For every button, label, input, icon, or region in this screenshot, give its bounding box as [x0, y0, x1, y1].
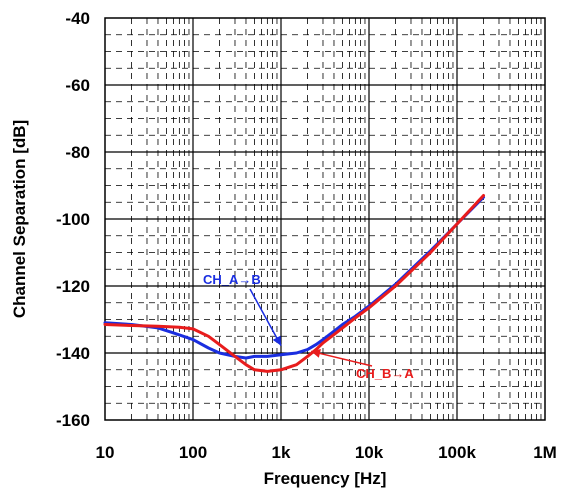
- y-tick-label: -160: [56, 411, 90, 430]
- y-tick-label: -100: [56, 210, 90, 229]
- annotation-ch-a-to-b: CH_A→B: [203, 272, 261, 287]
- y-tick-label: -60: [65, 76, 90, 95]
- annotation-ch-b-to-a-arrow-shaft: [310, 350, 373, 367]
- x-tick-label: 10: [96, 443, 115, 462]
- x-tick-label: 100: [179, 443, 207, 462]
- x-tick-label: 1M: [533, 443, 557, 462]
- tick-labels: 10 100 1k 10k 100k 1M -40 -60 -80 -100 -120 -140 -16…: [56, 9, 557, 462]
- x-tick-label: 10k: [355, 443, 384, 462]
- y-tick-label: -40: [65, 9, 90, 28]
- annotation-ch-a-to-b-arrow-head: [272, 335, 281, 346]
- plot-frame: [104, 17, 546, 421]
- annotations: CH_A→B CH_B→A: [203, 272, 414, 381]
- y-tick-label: -80: [65, 143, 90, 162]
- series-line-ch-a-to-b: [103, 195, 485, 360]
- annotation-ch-b-to-a: CH_B→A: [356, 366, 414, 381]
- series-line-ch-b-to-a: [103, 194, 485, 373]
- x-tick-label: 1k: [272, 443, 291, 462]
- y-axis-title: Channel Separation [dB]: [10, 120, 29, 318]
- annotation-ch-a-to-b-arrow-shaft: [249, 288, 282, 346]
- x-tick-label: 100k: [438, 443, 476, 462]
- annotation-ch-b-to-a-arrow-head: [311, 349, 321, 358]
- y-tick-label: -140: [56, 344, 90, 363]
- y-tick-label: -120: [56, 277, 90, 296]
- series-layer: [103, 194, 485, 373]
- x-axis-title: Frequency [Hz]: [264, 469, 387, 488]
- grid: [105, 18, 545, 420]
